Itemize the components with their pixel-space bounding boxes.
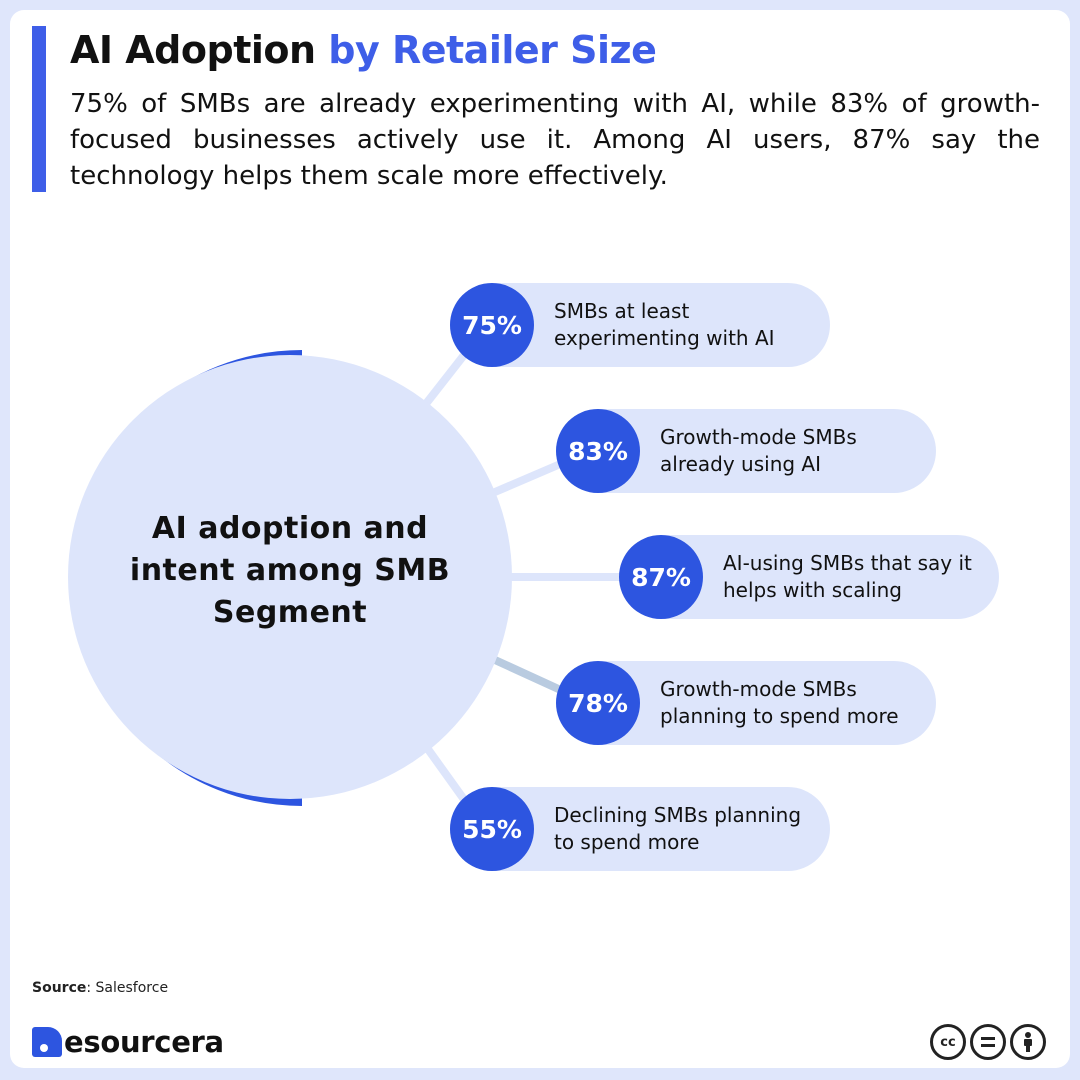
stat-label-3: AI-using SMBs that say it helps with sca… bbox=[723, 551, 972, 602]
stat-value-5: 55% bbox=[450, 787, 534, 871]
stat-value-2: 83% bbox=[556, 409, 640, 493]
source-note: Source: Salesforce bbox=[32, 980, 168, 996]
hub-circle bbox=[68, 355, 512, 799]
stat-label-2: Growth-mode SMBs already using AI bbox=[660, 425, 857, 476]
page-subtitle: 75% of SMBs are already experimenting wi… bbox=[70, 89, 1040, 191]
stat-label-4: Growth-mode SMBs planning to spend more bbox=[660, 677, 899, 728]
stat-pill-2: 83% Growth-mode SMBs already using AI bbox=[556, 409, 936, 493]
person-icon bbox=[1010, 1024, 1046, 1060]
equals-icon bbox=[970, 1024, 1006, 1060]
stat-pill-1: 75% SMBs at least experimenting with AI bbox=[450, 283, 830, 367]
hub-label: AI adoption and intent among SMB Segment bbox=[129, 511, 451, 630]
logo-mark-icon bbox=[32, 1027, 62, 1057]
stat-label-5: Declining SMBs planning to spend more bbox=[554, 803, 802, 854]
cc-icon: cc bbox=[930, 1024, 966, 1060]
page-title: AI Adoption by Retailer Size bbox=[70, 28, 657, 72]
title-accent-bar bbox=[32, 26, 46, 192]
connector-4 bbox=[491, 656, 569, 696]
stat-pill-5: 55% Declining SMBs planning to spend mor… bbox=[450, 787, 830, 871]
connector-lines bbox=[421, 346, 629, 809]
source-value: : Salesforce bbox=[86, 980, 169, 996]
source-label: Source bbox=[32, 980, 87, 996]
title-highlight: by Retailer Size bbox=[328, 28, 657, 72]
stat-value-4: 78% bbox=[556, 661, 640, 745]
stat-pill-3: 87% AI-using SMBs that say it helps with… bbox=[619, 535, 999, 619]
stat-value-1: 75% bbox=[450, 283, 534, 367]
stat-value-3: 87% bbox=[619, 535, 703, 619]
title-main: AI Adoption bbox=[70, 28, 316, 72]
connector-1 bbox=[421, 346, 472, 409]
brand-logo: esourcera bbox=[32, 1024, 224, 1060]
stat-label-1: SMBs at least experimenting with AI bbox=[554, 299, 775, 350]
connector-2 bbox=[491, 458, 569, 496]
brand-name: esourcera bbox=[64, 1025, 224, 1059]
stat-pill-4: 78% Growth-mode SMBs planning to spend m… bbox=[556, 661, 936, 745]
connector-5 bbox=[421, 741, 472, 809]
license-badges: cc bbox=[930, 1024, 1046, 1060]
